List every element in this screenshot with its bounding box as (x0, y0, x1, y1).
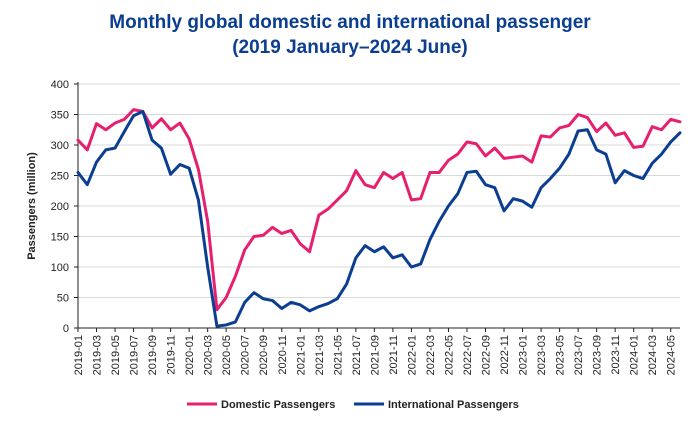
x-tick-label: 2024-05 (666, 335, 678, 375)
y-tick-label: 100 (51, 262, 69, 274)
x-tick-label: 2021-03 (314, 335, 326, 375)
x-tick-label: 2023-03 (536, 335, 548, 375)
x-tick-label: 2019-09 (147, 335, 159, 375)
x-tick-label: 2022-03 (425, 335, 437, 375)
x-tick-label: 2023-11 (610, 335, 622, 375)
x-tick-label: 2020-11 (277, 335, 289, 375)
international-passengers-line (76, 109, 682, 328)
x-tick-label: 2021-09 (369, 335, 381, 375)
x-tick-labels: 2019-01 2019-03 2019-05 2019-07 2019-09 2019-… (73, 335, 678, 375)
legend: Domestic Passengers International Passen… (187, 399, 519, 411)
x-tick-label: 2022-05 (443, 335, 455, 375)
x-tick-label: 2019-01 (73, 335, 85, 375)
y-tick-label: 300 (51, 140, 69, 152)
y-tick-label: 50 (57, 293, 69, 305)
x-tick-label: 2020-03 (203, 335, 215, 375)
legend-label-international: International Passengers (388, 399, 519, 411)
y-tick-labels: 0 50 100 150 200 250 300 350 400 (51, 79, 69, 335)
y-tick-label: 150 (51, 232, 69, 244)
x-tick-label: 2019-07 (129, 335, 141, 375)
x-tick-label: 2022-09 (481, 335, 493, 375)
y-tick-label: 350 (51, 110, 69, 122)
x-tick-label: 2023-09 (592, 335, 604, 375)
x-tick-label: 2019-11 (166, 335, 178, 375)
x-tick-label: 2023-05 (555, 335, 567, 375)
x-tick-label: 2019-03 (92, 335, 104, 375)
x-tick-label: 2020-09 (258, 335, 270, 375)
x-tick-label: 2023-07 (573, 335, 585, 375)
x-tick-label: 2021-07 (351, 335, 363, 375)
x-tick-label: 2019-05 (110, 335, 122, 375)
legend-label-domestic: Domestic Passengers (221, 399, 335, 411)
x-tick-label: 2021-11 (388, 335, 400, 375)
series-lines (76, 108, 682, 328)
y-tick-label: 200 (51, 201, 69, 213)
x-tick-label: 2021-01 (295, 335, 307, 375)
x-tick-label: 2022-11 (499, 335, 511, 375)
domestic-passengers-line (76, 108, 682, 312)
axes (74, 82, 680, 332)
x-tick-label: 2020-07 (240, 335, 252, 375)
x-tick-label: 2020-01 (184, 335, 196, 375)
x-tick-label: 2023-01 (518, 335, 530, 375)
x-tick-label: 2022-01 (406, 335, 418, 375)
chart-subtitle: (2019 January–2024 June) (232, 37, 468, 58)
y-tick-label: 250 (51, 171, 69, 183)
x-tick-label: 2022-07 (462, 335, 474, 375)
y-tick-label: 400 (51, 79, 69, 91)
x-tick-label: 2024-01 (629, 335, 641, 375)
x-tick-label: 2024-03 (647, 335, 659, 375)
x-tick-label: 2021-05 (332, 335, 344, 375)
y-tick-label: 0 (63, 323, 69, 335)
x-tick-label: 2020-05 (221, 335, 233, 375)
chart-title: Monthly global domestic and internationa… (109, 12, 591, 33)
gridlines (78, 83, 680, 298)
y-axis-label: Passengers (million) (26, 152, 38, 260)
